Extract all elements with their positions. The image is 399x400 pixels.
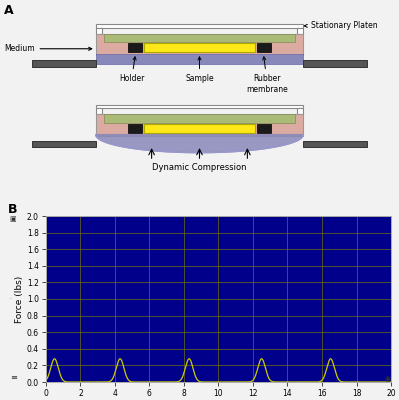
- Bar: [303, 141, 367, 147]
- Bar: [297, 108, 303, 114]
- Bar: [104, 34, 295, 42]
- Bar: [32, 141, 96, 147]
- Text: ◉: ◉: [385, 376, 391, 382]
- Bar: [96, 105, 303, 108]
- Text: Stationary Platen: Stationary Platen: [304, 21, 378, 30]
- Text: ≡: ≡: [10, 373, 17, 382]
- Polygon shape: [96, 135, 303, 153]
- Text: Holder: Holder: [119, 57, 144, 83]
- Bar: [96, 34, 303, 55]
- Bar: [96, 28, 102, 34]
- Bar: [96, 24, 303, 28]
- Text: B: B: [8, 203, 18, 216]
- Text: Sample: Sample: [185, 57, 214, 83]
- Bar: [257, 124, 271, 132]
- Text: A: A: [4, 4, 14, 17]
- Bar: [257, 43, 271, 52]
- Bar: [144, 43, 255, 52]
- Bar: [128, 124, 142, 132]
- Text: Medium: Medium: [4, 44, 92, 53]
- Bar: [96, 114, 303, 136]
- Text: Dynamic Compression: Dynamic Compression: [152, 163, 247, 172]
- Bar: [96, 54, 303, 64]
- Bar: [144, 124, 255, 132]
- Bar: [128, 43, 142, 52]
- Bar: [303, 60, 367, 67]
- Text: ·: ·: [10, 296, 12, 302]
- Bar: [104, 114, 295, 122]
- Bar: [96, 108, 102, 114]
- Bar: [297, 28, 303, 34]
- Text: Rubber
membrane: Rubber membrane: [247, 57, 288, 94]
- Y-axis label: Force (lbs): Force (lbs): [15, 275, 24, 323]
- Text: ▣: ▣: [10, 216, 16, 222]
- Bar: [32, 60, 96, 67]
